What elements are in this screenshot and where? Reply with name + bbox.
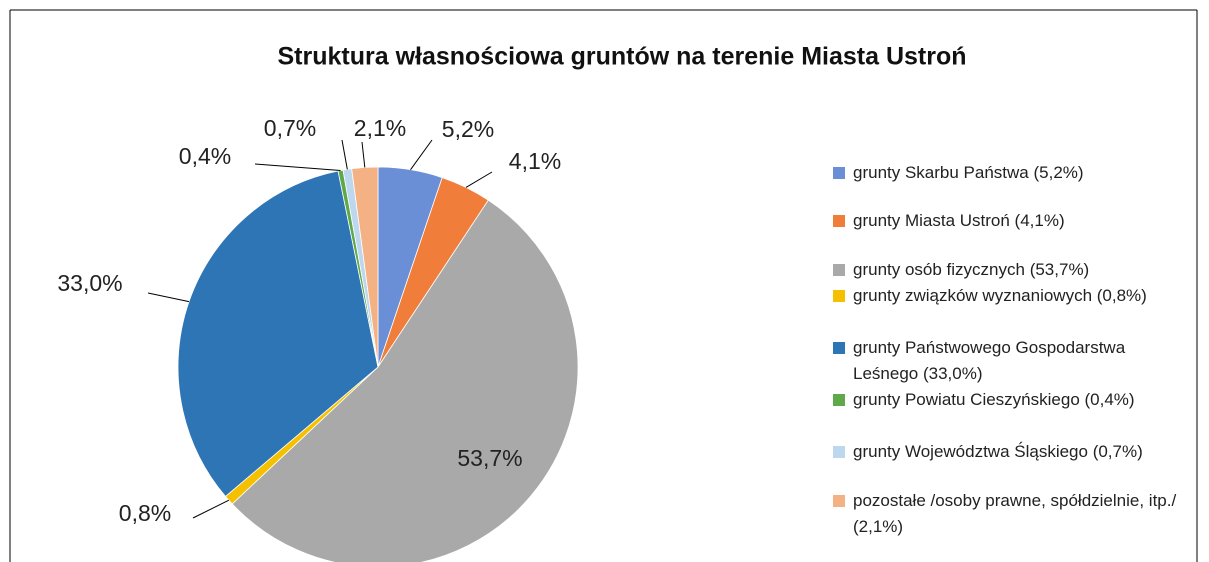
legend-label: grunty Państwowego Gospodarstwa Leśnego … [853,338,1126,383]
legend-entry: grunty Państwowego Gospodarstwa Leśnego … [833,335,1183,387]
legend-entry: pozostałe /osoby prawne, spółdzielnie, i… [833,488,1183,540]
legend-label: pozostałe /osoby prawne, spółdzielnie, i… [853,491,1177,536]
legend-entry: grunty Skarbu Państwa (5,2%) [833,160,1183,186]
pie-slice [231,199,579,562]
legend-swatch [833,446,845,458]
legend-entry: grunty Powiatu Cieszyńskiego (0,4%) [833,387,1183,413]
leader-line [361,141,366,168]
data-label: 53,7% [457,445,522,471]
legend-entry: grunty osób fizycznych (53,7%) [833,257,1183,283]
pie-slice [177,170,379,497]
legend-label: grunty Województwa Śląskiego (0,7%) [853,442,1143,461]
legend-swatch [833,264,845,276]
data-label: 0,4% [179,143,231,169]
data-label: 2,1% [354,115,406,141]
leader-line [147,292,190,303]
legend-swatch [833,342,845,354]
legend-swatch [833,394,845,406]
data-label: 5,2% [442,116,494,142]
chart-title: Struktura własnościowa gruntów na tereni… [277,43,966,71]
data-label: 33,0% [57,270,122,296]
legend-swatch [833,167,845,179]
legend-swatch [833,495,845,507]
legend-entry: grunty Miasta Ustroń (4,1%) [833,208,1183,234]
leader-line [410,139,433,170]
legend-label: grunty Miasta Ustroń (4,1%) [853,211,1065,230]
legend-label: grunty Skarbu Państwa (5,2%) [853,163,1084,182]
legend-label: grunty związków wyznaniowych (0,8%) [853,286,1147,305]
data-label: 4,1% [509,148,561,174]
legend-label: grunty osób fizycznych (53,7%) [853,260,1090,279]
legend-label: grunty Powiatu Cieszyńskiego (0,4%) [853,390,1135,409]
data-label: 0,8% [119,500,171,526]
leader-line [465,171,493,188]
legend-entry: grunty Województwa Śląskiego (0,7%) [833,439,1183,465]
leader-line [341,139,348,170]
data-label: 0,7% [264,115,316,141]
leader-line [192,499,230,519]
legend-swatch [833,290,845,302]
legend-swatch [833,215,845,227]
legend-entry: grunty związków wyznaniowych (0,8%) [833,283,1183,309]
leader-line [254,163,341,172]
